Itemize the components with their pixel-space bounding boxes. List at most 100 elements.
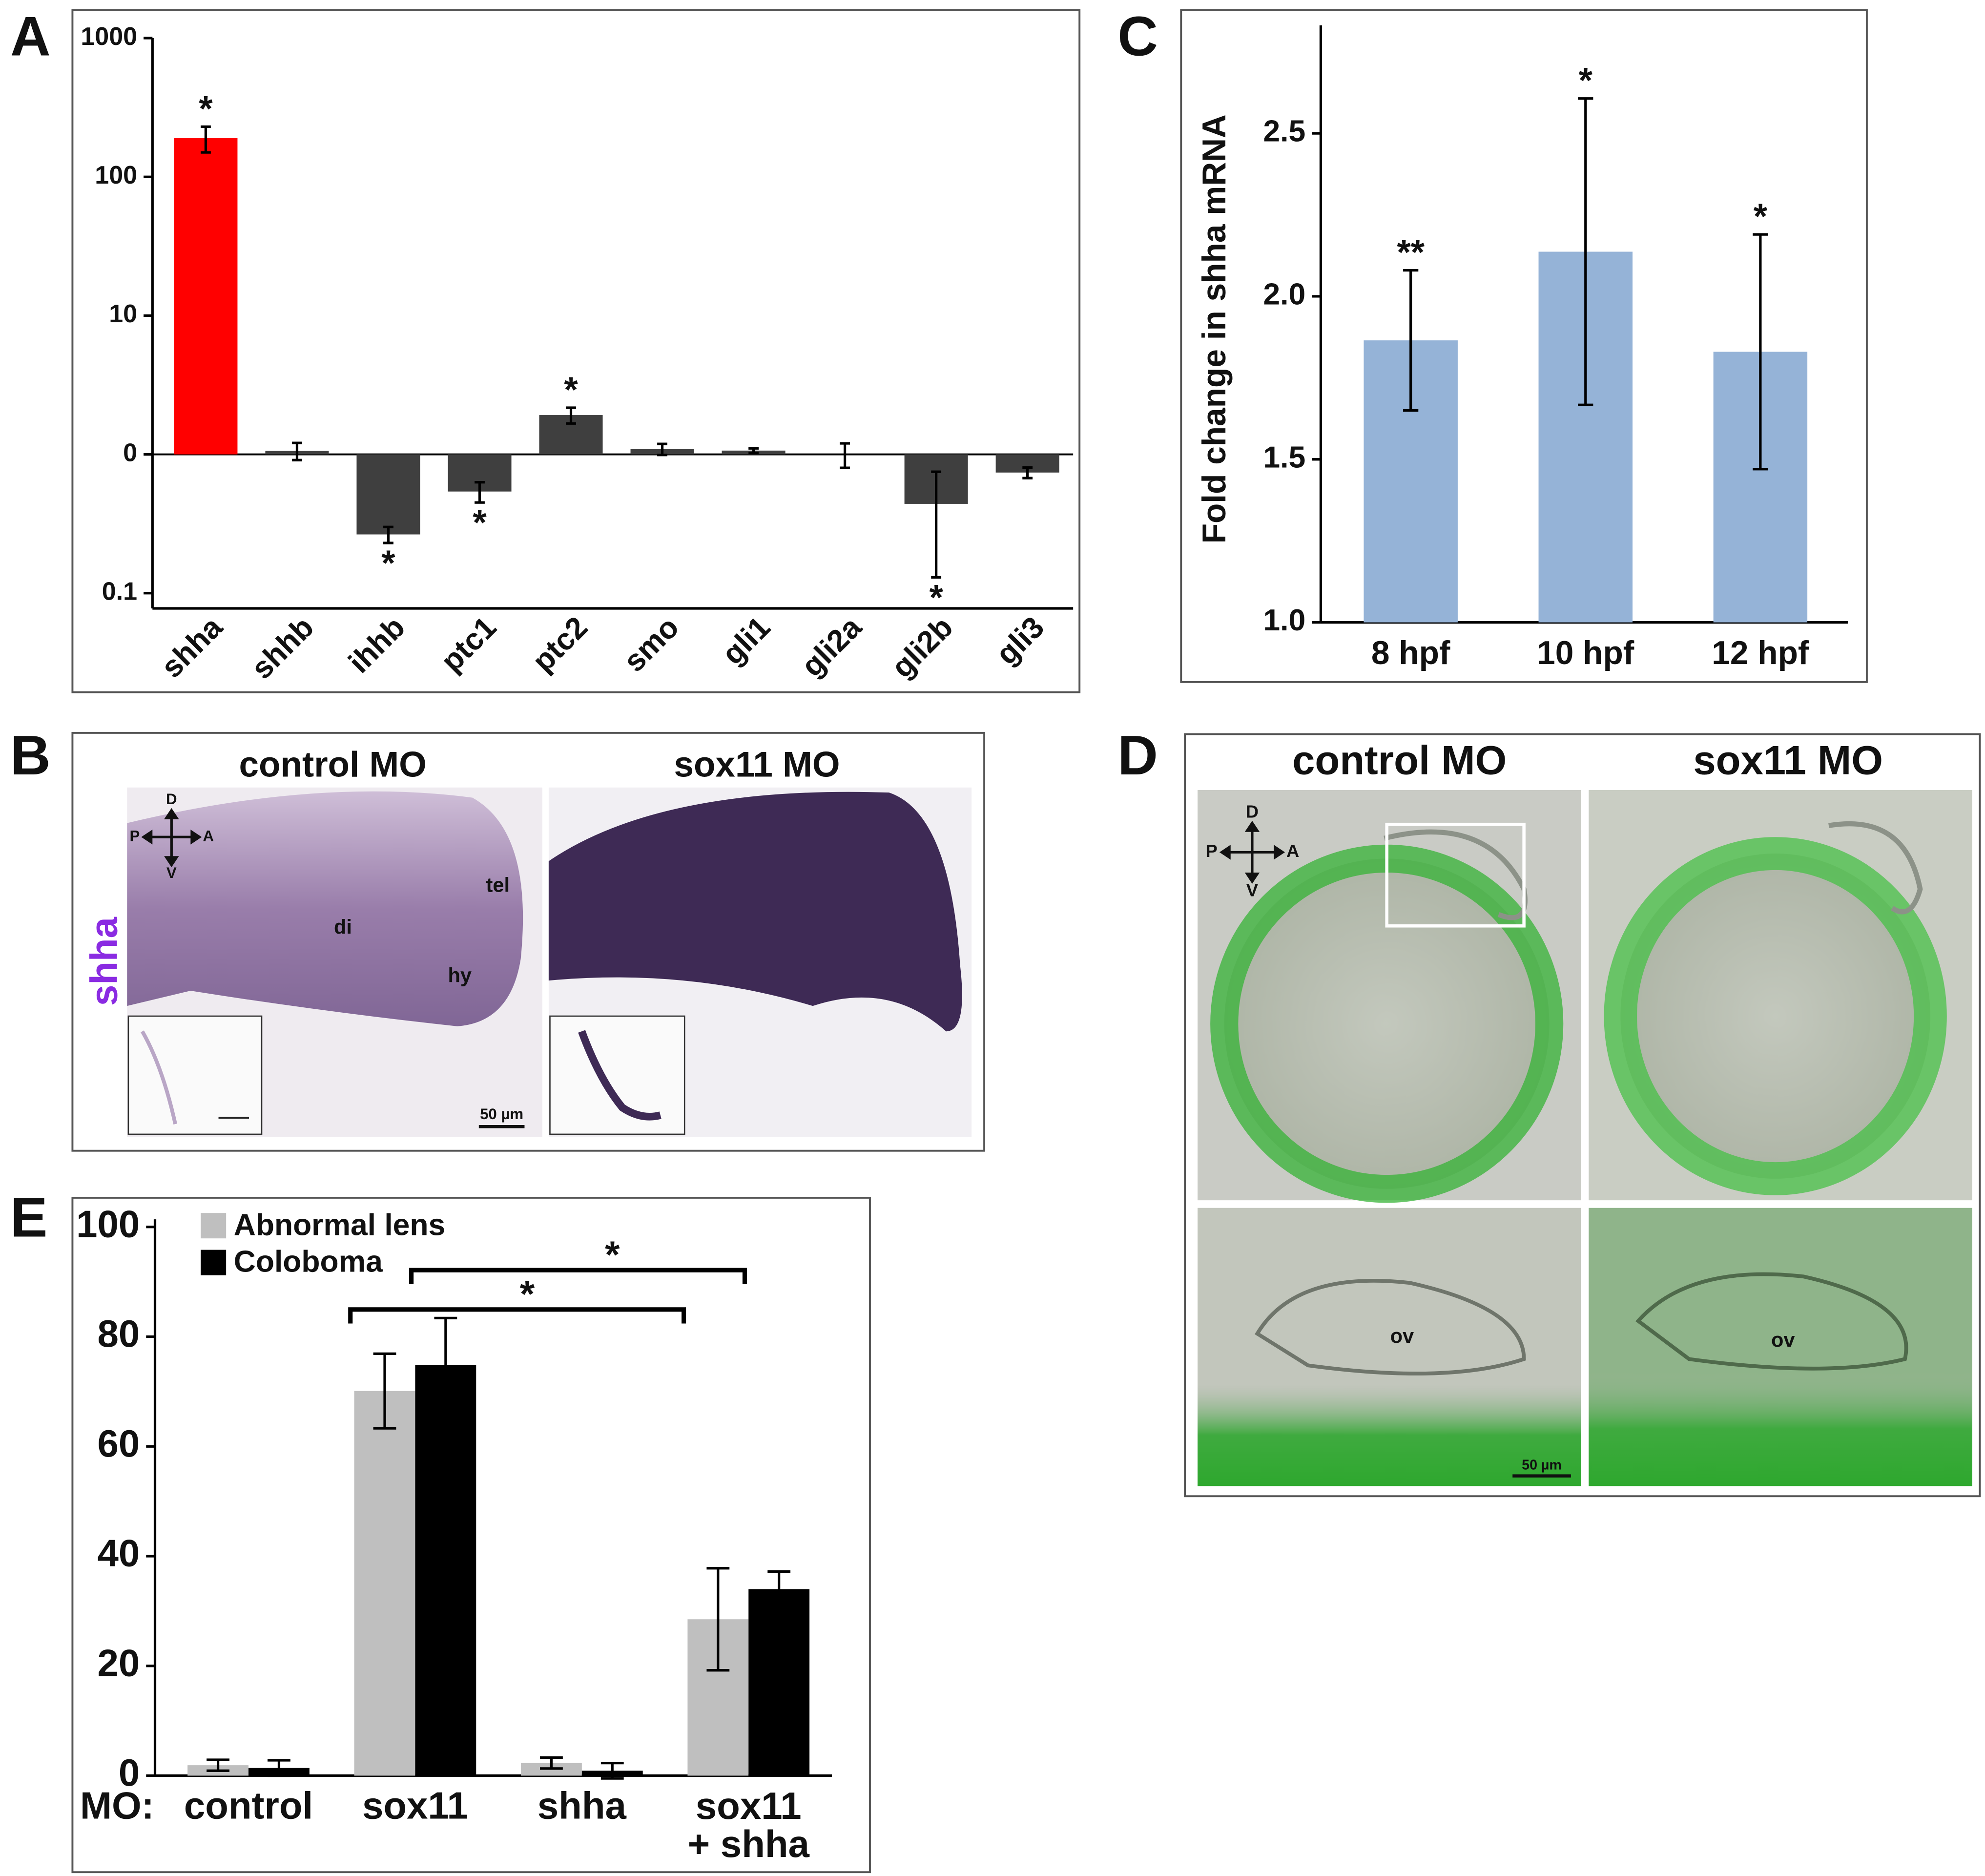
- bar: [748, 1589, 810, 1776]
- legend-swatch: [201, 1250, 227, 1275]
- error-bar: [706, 1567, 730, 1672]
- x-tick-label: shhb: [245, 610, 320, 686]
- compass-label: A: [1286, 841, 1299, 861]
- x-tick-label: 8 hpf: [1371, 635, 1450, 671]
- x-tick-label: ihhb: [342, 610, 412, 680]
- x-tick-label: control: [184, 1784, 313, 1827]
- x-tick-label: ptc2: [526, 610, 594, 678]
- panel-label: A: [10, 5, 51, 67]
- error-bar: [268, 1759, 290, 1777]
- error-bar: [383, 525, 393, 544]
- panel-label: D: [1117, 724, 1158, 787]
- error-bar: [475, 481, 485, 504]
- inset-stain: [141, 1030, 177, 1125]
- compass: [141, 808, 202, 868]
- compass-label: V: [1246, 880, 1259, 900]
- error-bar: [207, 1758, 229, 1772]
- error-bar: [1403, 269, 1419, 412]
- column-title: control MO: [1292, 737, 1507, 783]
- stain: [548, 792, 962, 1032]
- x-axis-label: MO:: [80, 1784, 154, 1827]
- compass-label: A: [203, 827, 214, 844]
- error-bar: [292, 441, 302, 461]
- panel-b: B control MO sox11 MO shha D P A V tel d…: [10, 724, 986, 1152]
- stain: [127, 791, 523, 1026]
- panel-frame: [71, 1196, 871, 1874]
- y-tick-label: 100: [95, 161, 137, 189]
- stain-label: shha: [82, 917, 125, 1006]
- compass: [1219, 820, 1285, 884]
- significance-label: *: [1754, 197, 1768, 236]
- region-label: ov: [1390, 1324, 1414, 1347]
- y-tick-label: 0: [123, 438, 137, 467]
- compass-label: V: [166, 864, 177, 881]
- error-bar: [1022, 466, 1033, 479]
- error-bar: [1753, 233, 1768, 471]
- x-tick-label: smo: [617, 610, 685, 678]
- x-tick-label: sox11: [362, 1784, 468, 1827]
- y-tick-label: 20: [98, 1641, 140, 1684]
- inset: [127, 1015, 263, 1135]
- significance-label: *: [381, 543, 395, 583]
- y-tick-label: 2.0: [1263, 277, 1305, 311]
- significance-bracket: [348, 1307, 686, 1324]
- y-tick-label: 2.5: [1263, 114, 1305, 148]
- x-tick-label: gli3: [990, 610, 1051, 671]
- panel-label: E: [10, 1187, 47, 1249]
- x-tick-label: ptc1: [434, 610, 503, 678]
- compass-label: D: [166, 791, 177, 808]
- legend-label: Coloboma: [234, 1245, 383, 1279]
- compass-label: P: [1206, 841, 1218, 861]
- legend-swatch: [201, 1213, 227, 1239]
- compass-label: P: [129, 827, 140, 844]
- x-tick-label: 10 hpf: [1537, 635, 1634, 671]
- region-label: hy: [448, 963, 472, 986]
- y-tick-label: 1000: [81, 22, 137, 51]
- embryo: [1604, 837, 1947, 1195]
- x-tick-label: 12 hpf: [1712, 635, 1809, 671]
- bar: [415, 1365, 476, 1776]
- panel-d: D control MO sox11 MO D P A V ov ov 50 µ…: [1117, 724, 1981, 1498]
- zoom-box: [1385, 822, 1526, 928]
- significance-label: *: [564, 370, 578, 410]
- significance-bracket: [409, 1268, 747, 1284]
- column-title: sox11 MO: [674, 745, 840, 784]
- x-tick-label: gli1: [716, 610, 777, 671]
- inset: [549, 1015, 685, 1135]
- error-bar: [748, 447, 759, 455]
- error-bar: [373, 1352, 396, 1430]
- error-bar: [539, 1756, 563, 1770]
- legend-label: Abnormal lens: [234, 1208, 445, 1242]
- significance-label: *: [199, 89, 213, 128]
- x-tick-label: gli2a: [795, 609, 868, 683]
- y-tick-label: 10: [109, 300, 137, 328]
- inset-stain: [578, 1030, 662, 1121]
- error-bar: [657, 442, 667, 457]
- y-axis-label: Fold change in shha mRNA: [1196, 114, 1233, 543]
- y-tick-label: 1.0: [1263, 603, 1305, 637]
- y-tick-label: 80: [98, 1312, 140, 1355]
- y-tick-label: 0.1: [102, 578, 137, 606]
- bar: [354, 1391, 415, 1776]
- error-bar: [434, 1316, 457, 1414]
- column-title: sox11 MO: [1693, 737, 1883, 783]
- significance-label: *: [605, 1233, 620, 1276]
- optic-vesicle: [1635, 1272, 1908, 1371]
- panel-label: B: [10, 724, 51, 787]
- eye: [1384, 829, 1528, 920]
- error-bar: [201, 125, 211, 154]
- y-tick-label: 1.5: [1263, 440, 1305, 474]
- error-bar: [931, 470, 942, 579]
- error-bar: [566, 406, 576, 425]
- significance-label: *: [1579, 61, 1593, 101]
- y-tick-label: 40: [98, 1532, 140, 1575]
- column-title: control MO: [239, 745, 426, 784]
- x-tick-label: shha: [538, 1784, 627, 1827]
- x-tick-label: sox11 + shha: [688, 1784, 810, 1865]
- green-band: [1589, 1372, 1972, 1486]
- region-label: ov: [1771, 1328, 1795, 1351]
- error-bar: [600, 1762, 624, 1780]
- green-band: [1198, 1384, 1581, 1486]
